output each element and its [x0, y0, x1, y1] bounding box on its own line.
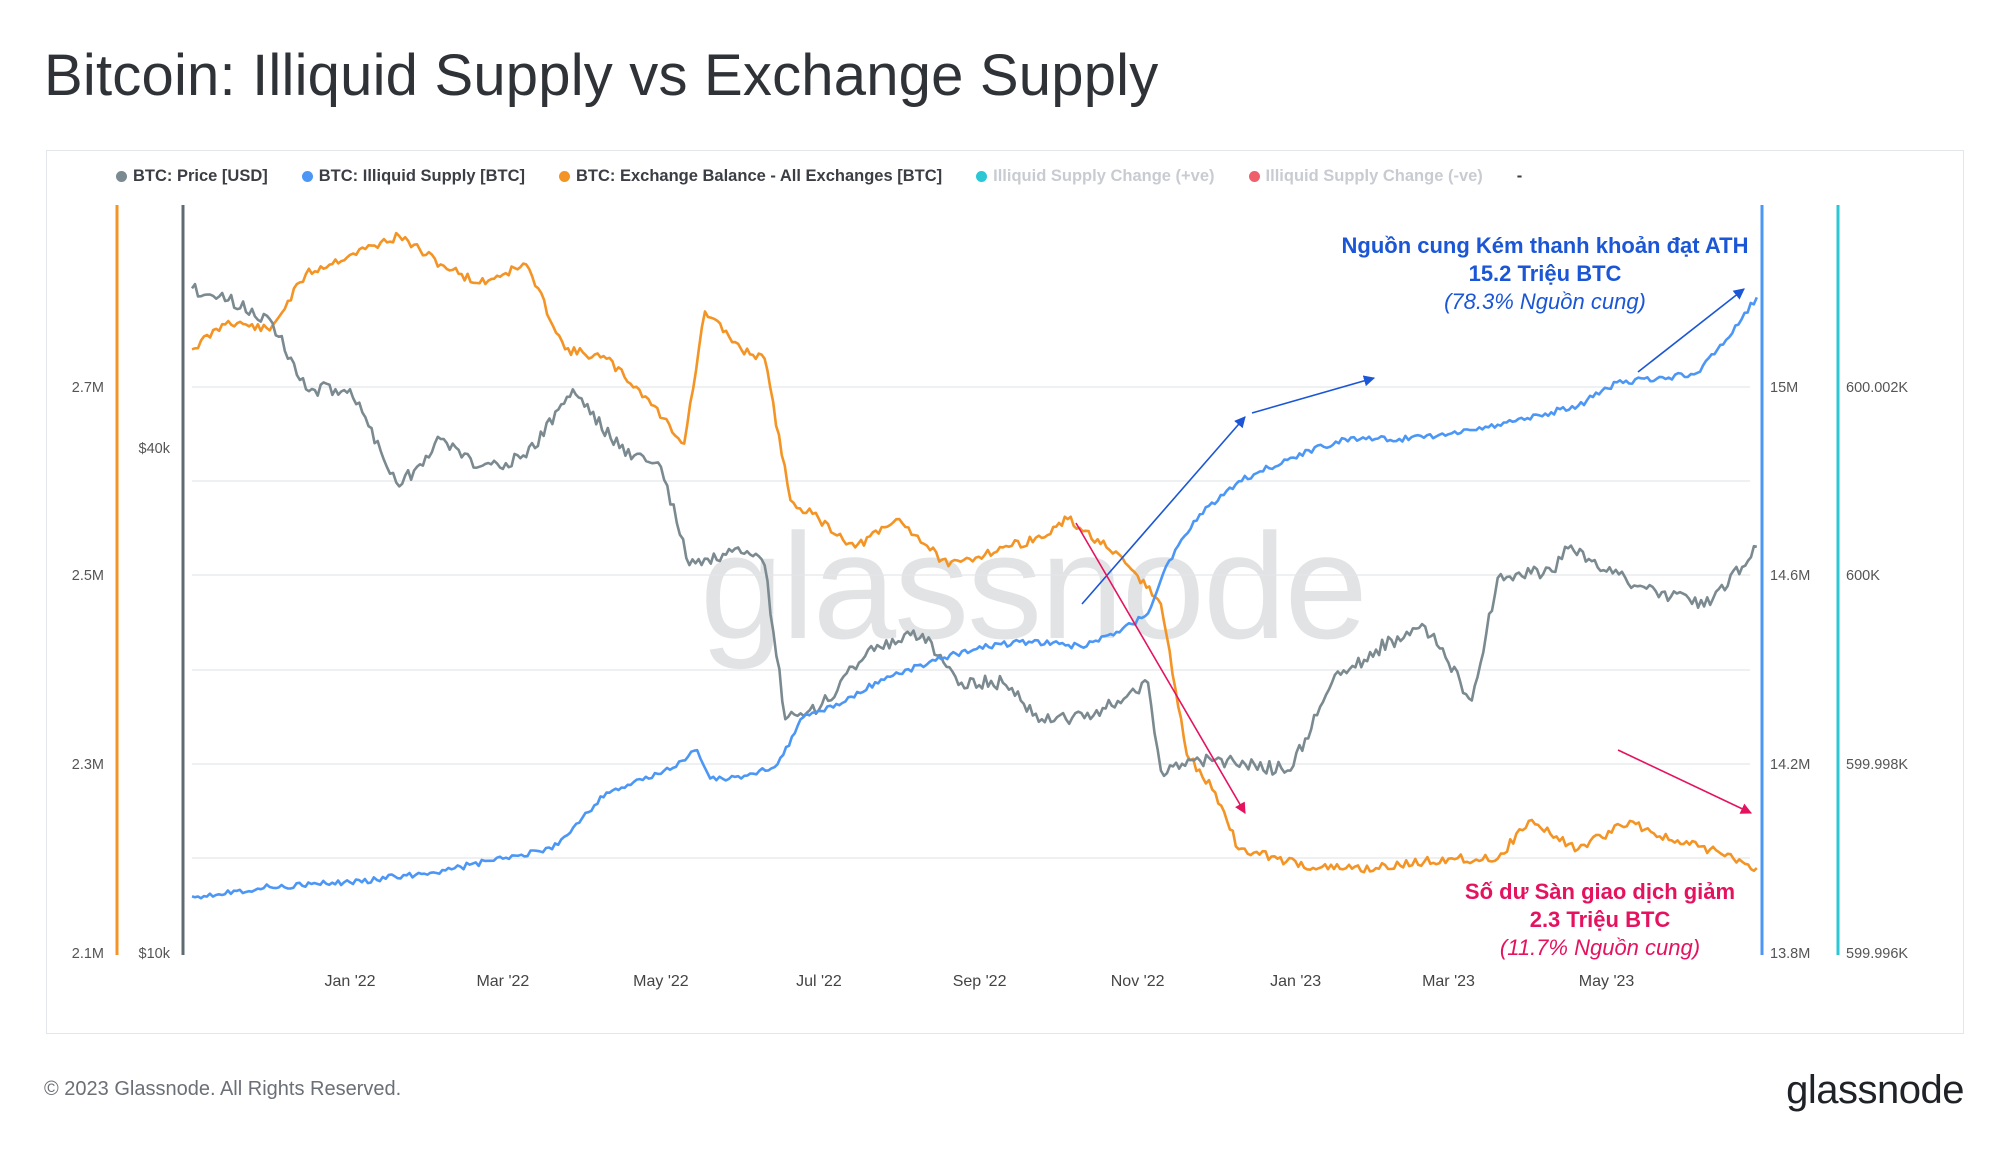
legend-item-change-negative[interactable]: Illiquid Supply Change (-ve)	[1248, 167, 1483, 186]
legend: BTC: Price [USD] BTC: Illiquid Supply [B…	[116, 167, 1522, 186]
arrow-illiquid-flat	[1251, 375, 1376, 414]
legend-label-exchange: BTC: Exchange Balance - All Exchanges [B…	[575, 167, 943, 185]
annotation-bottom-line1: Số dư Sàn giao dịch giảm	[1464, 879, 1736, 904]
change-axis-tick: 599.998K	[1846, 757, 1908, 773]
legend-item-exchange[interactable]: BTC: Exchange Balance - All Exchanges [B…	[558, 167, 943, 186]
brand-logo: glassnode	[1786, 1068, 1964, 1112]
series-exchange-balance	[191, 231, 1758, 874]
legend-dot-illiquid	[301, 171, 313, 182]
x-axis-tick: Jul '22	[796, 973, 842, 990]
legend-item-trailing: -	[1517, 167, 1523, 186]
legend-dot-change-positive	[976, 171, 988, 182]
legend-label-change-positive: Illiquid Supply Change (+ve)	[993, 167, 1215, 185]
annotation-illiquid-ath: Nguồn cung Kém thanh khoản đạt ATH 15.2 …	[1310, 232, 1780, 316]
page-title: Bitcoin: Illiquid Supply vs Exchange Sup…	[44, 43, 1159, 108]
annotation-bottom-line3: (11.7% Nguồn cung)	[1499, 935, 1701, 960]
price-axis-tick: $10k	[139, 946, 171, 962]
annotation-top-line2: 15.2 Triệu BTC	[1468, 261, 1622, 286]
legend-dot-price	[116, 171, 127, 182]
change-axis-tick: 599.996K	[1846, 946, 1908, 962]
annotation-exchange-drop: Số dư Sàn giao dịch giảm 2.3 Triệu BTC (…	[1400, 878, 1800, 962]
legend-label-illiquid: BTC: Illiquid Supply [BTC]	[318, 167, 525, 185]
x-axis-tick: May '23	[1579, 973, 1635, 990]
arrow-illiquid-ath	[1637, 288, 1745, 373]
illiquid-axis-tick: 13.8M	[1770, 946, 1810, 962]
arrow-illiquid-rise	[1081, 416, 1246, 605]
copyright: © 2023 Glassnode. All Rights Reserved.	[44, 1078, 402, 1100]
illiquid-axis-tick: 14.6M	[1770, 568, 1810, 584]
x-axis-tick: May '22	[633, 973, 689, 990]
exchange-axis-tick: 2.3M	[72, 757, 104, 773]
x-axis-tick: Nov '22	[1111, 973, 1165, 990]
legend-label-change-negative: Illiquid Supply Change (-ve)	[1265, 167, 1483, 185]
exchange-axis-tick: 2.5M	[72, 568, 104, 584]
x-axis-tick: Jan '22	[324, 973, 375, 990]
legend-item-change-positive[interactable]: Illiquid Supply Change (+ve)	[976, 167, 1215, 186]
legend-dot-exchange	[558, 171, 570, 182]
illiquid-axis-tick: 14.2M	[1770, 757, 1810, 773]
chart-frame	[46, 150, 1964, 1034]
annotation-bottom-line2: 2.3 Triệu BTC	[1529, 907, 1671, 932]
illiquid-axis-tick: 15M	[1770, 380, 1798, 396]
annotation-top-line1: Nguồn cung Kém thanh khoản đạt ATH	[1341, 233, 1749, 258]
legend-label-price: BTC: Price [USD]	[133, 167, 268, 185]
arrow-exchange-decline	[1617, 749, 1753, 814]
arrow-exchange-drop	[1075, 522, 1246, 814]
x-axis-tick: Jan '23	[1270, 973, 1321, 990]
annotation-top-line3: (78.3% Nguồn cung)	[1444, 289, 1646, 314]
x-axis-tick: Mar '22	[476, 973, 529, 990]
series-price	[190, 282, 1758, 778]
series-illiquid-supply	[191, 296, 1758, 900]
change-axis-tick: 600K	[1846, 568, 1880, 584]
legend-item-price[interactable]: BTC: Price [USD]	[116, 167, 268, 186]
legend-trailing: -	[1516, 167, 1523, 185]
price-axis-tick: $40k	[139, 441, 171, 457]
exchange-axis-tick: 2.1M	[72, 946, 104, 962]
legend-dot-change-negative	[1248, 171, 1260, 182]
x-axis-tick: Sep '22	[953, 973, 1007, 990]
exchange-axis-tick: 2.7M	[72, 380, 104, 396]
change-axis-tick: 600.002K	[1846, 380, 1908, 396]
legend-item-illiquid[interactable]: BTC: Illiquid Supply [BTC]	[301, 167, 525, 186]
x-axis-tick: Mar '23	[1422, 973, 1475, 990]
